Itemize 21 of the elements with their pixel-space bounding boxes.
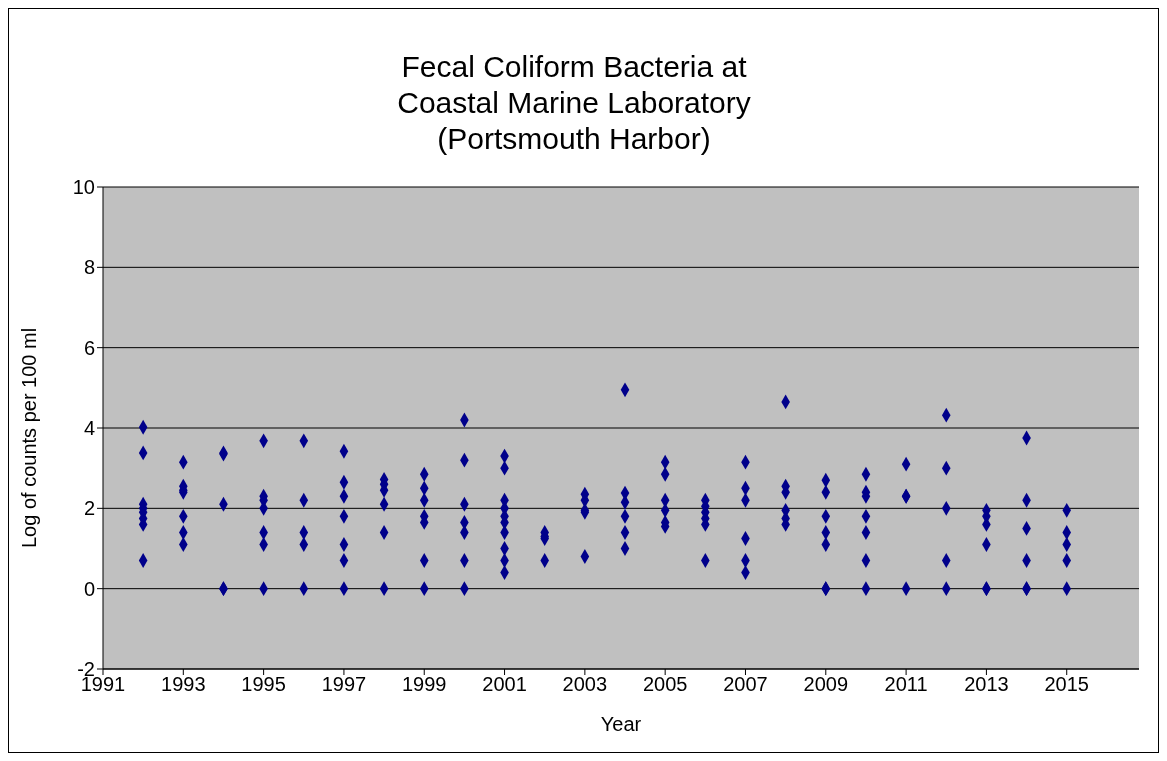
y-tick-label: 8 bbox=[83, 256, 95, 279]
y-tick-label: 0 bbox=[83, 577, 95, 600]
x-tick-label: 2003 bbox=[562, 673, 608, 696]
x-tick-label: 2011 bbox=[884, 673, 928, 696]
x-tick-label: 1999 bbox=[401, 673, 447, 696]
x-tick-label: 2007 bbox=[723, 673, 768, 696]
x-tick-label: 2013 bbox=[964, 673, 1009, 696]
x-tick-label: 1995 bbox=[241, 673, 286, 696]
x-tick-label: 2001 bbox=[482, 673, 527, 696]
x-tick-label: 2009 bbox=[803, 673, 849, 696]
x-tick-label: 2005 bbox=[642, 673, 688, 696]
x-tick-label: 1997 bbox=[321, 673, 367, 696]
y-tick-label: 4 bbox=[83, 417, 95, 440]
chart-title: Fecal Coliform Bacteria at Coastal Marine Laboratory (Portsmouth Harbor) bbox=[396, 49, 752, 157]
x-axis-title: Year bbox=[600, 713, 642, 735]
y-axis-title: Log of counts per 100 ml bbox=[18, 327, 41, 548]
y-tick-label: 2 bbox=[83, 497, 95, 520]
x-tick-label: 2015 bbox=[1044, 673, 1089, 696]
y-tick-label: 6 bbox=[83, 336, 95, 359]
y-tick-label: 10 bbox=[72, 176, 95, 199]
x-tick-label: 1993 bbox=[161, 673, 206, 696]
